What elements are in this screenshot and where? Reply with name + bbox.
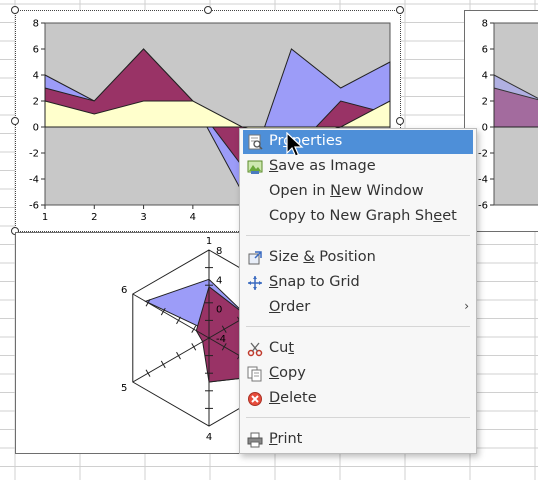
save-image-icon bbox=[247, 160, 263, 174]
area-chart-partial-plot: 8 6 4 2 0 -2 -4 -6 bbox=[478, 19, 538, 212]
cut-icon bbox=[247, 342, 263, 357]
radar-tick bbox=[191, 343, 197, 351]
y-tick-label: 4 bbox=[482, 71, 488, 82]
radar-tick bbox=[160, 360, 166, 369]
radar-tick bbox=[221, 325, 227, 333]
mouse-cursor-icon bbox=[286, 132, 304, 157]
menu-item-snap-to-grid[interactable]: Snap to Grid bbox=[243, 271, 473, 295]
menu-separator bbox=[246, 417, 470, 418]
resize-handle-top[interactable] bbox=[204, 6, 212, 14]
y-tick-label: -2 bbox=[29, 149, 39, 160]
resize-handle-top-right[interactable] bbox=[396, 6, 404, 14]
menu-item-label: Order bbox=[269, 299, 311, 315]
menu-item-cut[interactable]: Cut bbox=[243, 337, 473, 361]
radar-axis-label: 4 bbox=[206, 432, 212, 443]
menu-item-properties[interactable]: Properties bbox=[243, 130, 473, 154]
y-tick-label: -6 bbox=[478, 201, 488, 212]
menu-separator bbox=[246, 235, 470, 236]
radar-tick bbox=[191, 325, 197, 333]
snap-to-grid-icon bbox=[248, 276, 262, 290]
y-tick-label: -4 bbox=[478, 175, 488, 186]
radar-radial-tick-label: 0 bbox=[216, 305, 222, 316]
menu-item-label: Cut bbox=[269, 340, 295, 356]
radar-axis-label: 5 bbox=[121, 383, 127, 394]
y-tick-label: -4 bbox=[29, 175, 39, 186]
y-tick-label: 0 bbox=[482, 123, 488, 134]
menu-item-save-as-image[interactable]: Save as Image bbox=[243, 155, 473, 179]
y-tick-label: 4 bbox=[33, 71, 39, 82]
resize-handle-top-left[interactable] bbox=[11, 6, 19, 14]
menu-item-label: Properties bbox=[269, 133, 343, 149]
y-tick-label: -6 bbox=[29, 201, 39, 212]
y-tick-label: 2 bbox=[33, 97, 39, 108]
radar-tick bbox=[145, 299, 151, 307]
x-tick-label: 2 bbox=[91, 212, 97, 223]
menu-item-order[interactable]: Order › bbox=[243, 296, 473, 320]
menu-item-label: Copy bbox=[269, 365, 306, 381]
y-tick-label: 0 bbox=[33, 123, 39, 134]
y-tick-label: -2 bbox=[478, 149, 488, 160]
menu-item-label: Print bbox=[269, 431, 303, 447]
radar-tick bbox=[145, 369, 151, 377]
radar-radial-tick-label: 8 bbox=[216, 246, 222, 257]
menu-item-size-position[interactable]: Size & Position bbox=[243, 246, 473, 270]
radar-axis-label: 1 bbox=[206, 236, 212, 247]
y-tick-label: 6 bbox=[482, 45, 488, 56]
x-tick-label: 3 bbox=[140, 212, 146, 223]
radar-spoke bbox=[132, 337, 210, 383]
radar-radial-tick-label: 4 bbox=[216, 275, 222, 286]
properties-icon bbox=[248, 134, 263, 150]
radar-radial-tick-label: -4 bbox=[216, 334, 226, 345]
area-chart-partial[interactable]: 8 6 4 2 0 -2 -4 -6 bbox=[464, 10, 538, 232]
y-tick-label: 8 bbox=[33, 19, 39, 30]
delete-icon bbox=[248, 392, 262, 406]
radar-tick bbox=[221, 343, 227, 351]
menu-item-label: Size & Position bbox=[269, 249, 376, 265]
y-tick-label: 2 bbox=[482, 97, 488, 108]
radar-tick bbox=[176, 316, 181, 325]
menu-item-delete[interactable]: Delete bbox=[243, 387, 473, 411]
menu-item-label: Save as Image bbox=[269, 158, 376, 174]
menu-item-label: Copy to New Graph Sheet bbox=[269, 208, 457, 224]
menu-item-copy-to-new-graph-sheet[interactable]: Copy to New Graph Sheet bbox=[243, 205, 473, 229]
menu-separator bbox=[246, 326, 470, 327]
menu-item-label: Snap to Grid bbox=[269, 274, 360, 290]
menu-item-print[interactable]: Print bbox=[243, 428, 473, 452]
x-tick-label: 4 bbox=[190, 212, 196, 223]
submenu-arrow-icon: › bbox=[464, 299, 469, 313]
radar-tick bbox=[176, 351, 181, 360]
size-position-icon bbox=[248, 251, 262, 265]
copy-icon bbox=[247, 366, 262, 382]
y-tick-label: 8 bbox=[482, 19, 488, 30]
chart-context-menu: Properties Save as Image Open in New Win… bbox=[239, 128, 477, 454]
menu-item-copy[interactable]: Copy bbox=[243, 362, 473, 386]
radar-spoke bbox=[132, 293, 210, 339]
radar-tick bbox=[160, 307, 166, 316]
menu-item-label: Delete bbox=[269, 390, 317, 406]
x-tick-label: 1 bbox=[42, 212, 48, 223]
resize-handle-left[interactable] bbox=[11, 117, 19, 125]
resize-handle-right[interactable] bbox=[396, 117, 404, 125]
print-icon bbox=[247, 432, 263, 448]
menu-item-open-new-window[interactable]: Open in New Window bbox=[243, 180, 473, 204]
menu-item-label: Open in New Window bbox=[269, 183, 424, 199]
y-tick-label: 6 bbox=[33, 45, 39, 56]
radar-axis-label: 6 bbox=[121, 285, 127, 296]
